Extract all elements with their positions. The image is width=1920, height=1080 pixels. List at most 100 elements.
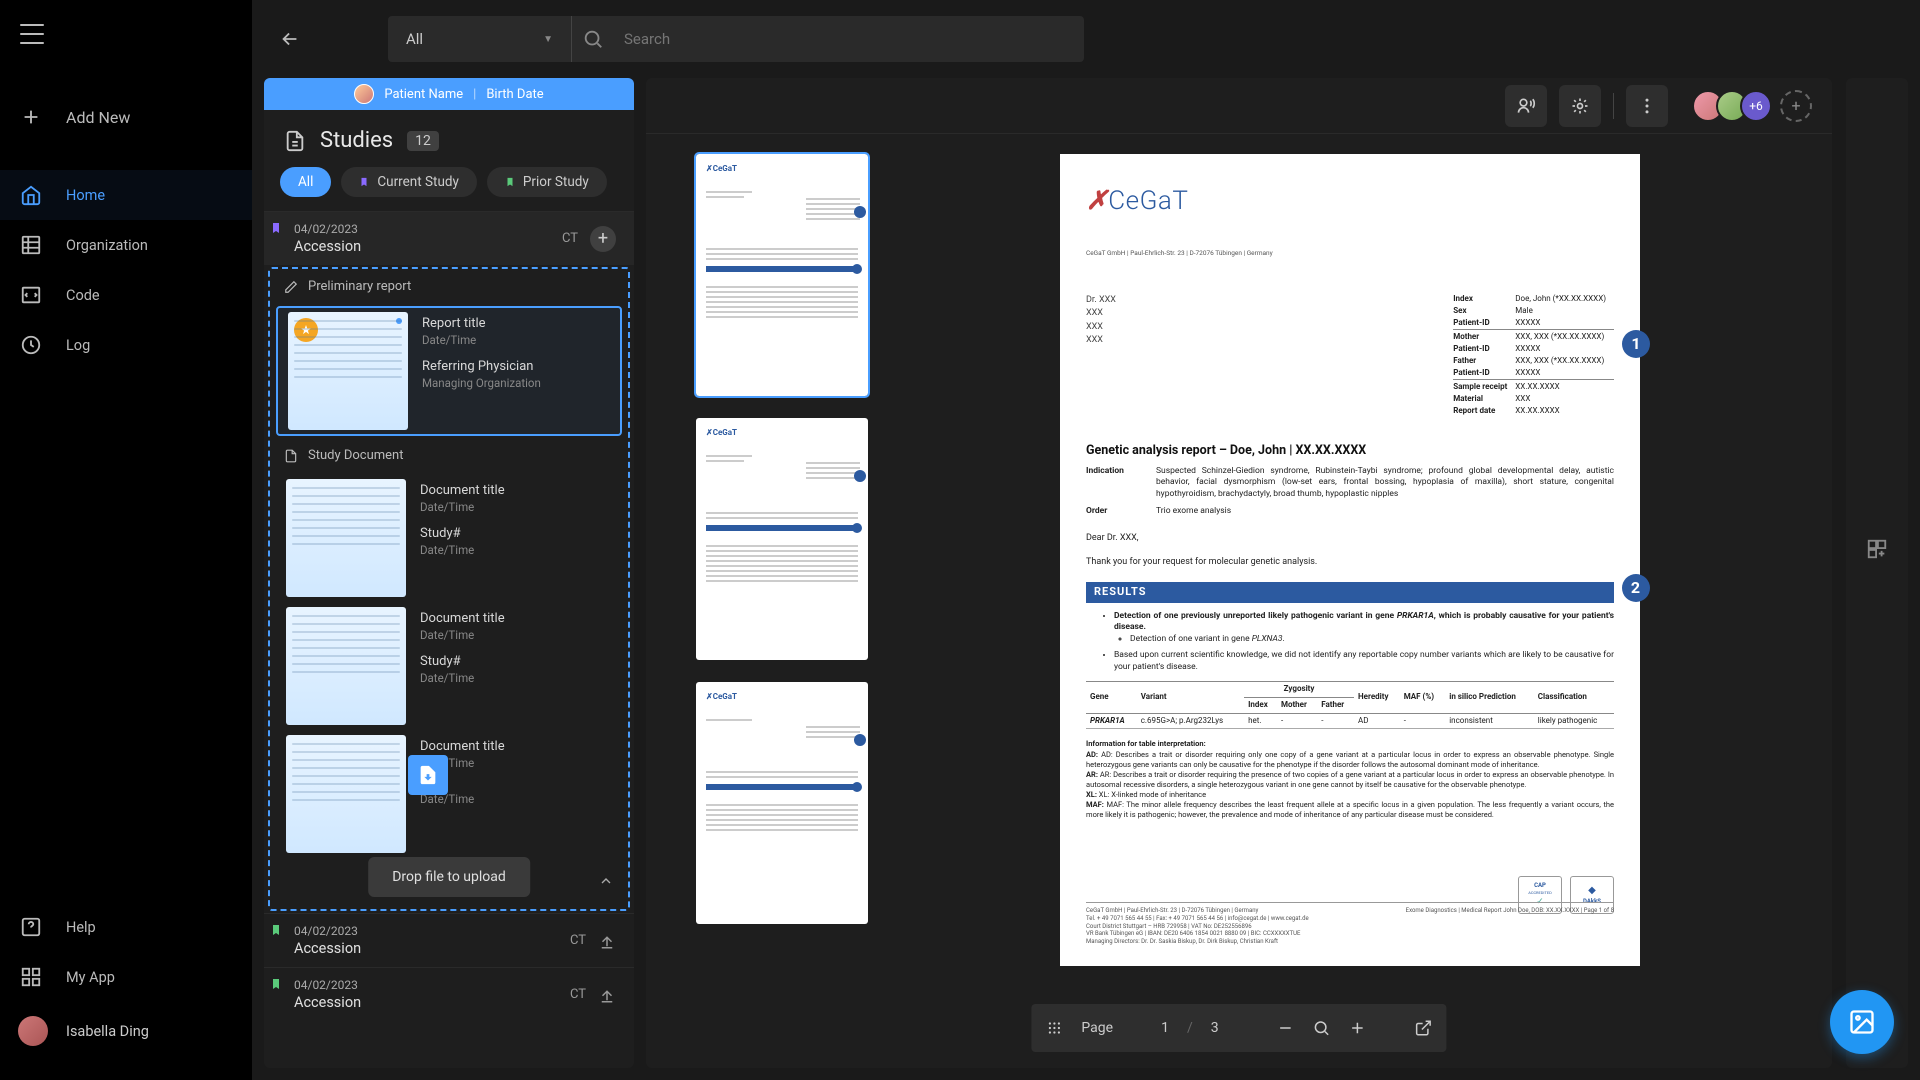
study-date: 04/02/2023: [294, 222, 361, 236]
gene-table: GeneVariantZygosityHeredityMAF (%)in sil…: [1086, 681, 1614, 729]
referring-physician: Referring Physician: [422, 359, 541, 374]
code-icon: [20, 284, 42, 306]
widget-add-button[interactable]: [1866, 538, 1888, 564]
info-block: Information for table interpretation: AD…: [1086, 739, 1614, 820]
user-profile[interactable]: Isabella Ding: [0, 1002, 252, 1060]
drop-target[interactable]: Drop file to upload: [368, 857, 530, 897]
menu-icon[interactable]: [20, 24, 44, 44]
upload-icon[interactable]: [598, 986, 616, 1004]
patient-meta-table: IndexDoe, John (*XX.XX.XXXX) SexMale Pat…: [1453, 294, 1614, 417]
avatar: [18, 1016, 48, 1046]
voice-button[interactable]: [1505, 85, 1547, 127]
zoom-in-button[interactable]: [1349, 1019, 1367, 1037]
doc-thumbnail: [286, 607, 406, 725]
document-viewer: +6 + ✗CeGaT ✗CeGaT: [646, 78, 1832, 1068]
patient-avatar: [354, 84, 374, 104]
bookmark-icon: [270, 220, 282, 236]
add-study-button[interactable]: +: [590, 226, 616, 252]
main: All ▼ Patient Name | Birth Date Studies …: [252, 0, 1920, 1080]
chevron-down-icon: ▼: [543, 34, 553, 45]
plus-icon: [20, 106, 42, 128]
nav-item-code[interactable]: Code: [0, 270, 252, 320]
log-icon: [20, 334, 42, 356]
callout-1: 1: [1622, 330, 1650, 358]
studies-count: 12: [407, 131, 439, 151]
study-row[interactable]: 04/02/2023Accession CT: [264, 967, 634, 1021]
bookmark-icon: [505, 175, 515, 189]
org-icon: [20, 234, 42, 256]
page-thumb-2[interactable]: ✗CeGaT: [696, 418, 868, 660]
more-button[interactable]: [1626, 85, 1668, 127]
patient-header: Patient Name | Birth Date: [264, 78, 634, 110]
nav-label: Log: [66, 337, 90, 354]
study-modality: CT: [562, 231, 578, 246]
nav-item-organization[interactable]: Organization: [0, 220, 252, 270]
nav-item-myapp[interactable]: My App: [0, 952, 252, 1002]
nav-list: Home Organization Code Log: [0, 170, 252, 370]
chip-prior[interactable]: Prior Study: [487, 167, 607, 197]
ai-button[interactable]: [1559, 85, 1601, 127]
nav-item-home[interactable]: Home: [0, 170, 252, 220]
nav-label: My App: [66, 969, 115, 986]
zoom-out-button[interactable]: [1277, 1019, 1295, 1037]
sidebar: Add New Home Organization Code Log Help …: [0, 0, 252, 1080]
open-external-button[interactable]: [1415, 1019, 1433, 1037]
page-current: 1: [1161, 1020, 1169, 1036]
nav-label: Organization: [66, 237, 148, 254]
upload-icon[interactable]: [598, 932, 616, 950]
chip-current[interactable]: Current Study: [341, 167, 477, 197]
studies-panel: Patient Name | Birth Date Studies 12 All…: [264, 78, 634, 1068]
search-icon: [582, 28, 604, 50]
arrow-left-icon: [279, 28, 301, 50]
add-new-button[interactable]: Add New: [0, 92, 252, 142]
brand-logo: ✗CeGaT: [1086, 184, 1614, 219]
chip-all[interactable]: All: [280, 167, 331, 197]
collapse-button[interactable]: [598, 873, 614, 893]
search-input[interactable]: [610, 30, 1084, 48]
section-study-doc: Study Document: [270, 438, 628, 473]
section-preliminary: Preliminary report: [270, 269, 628, 304]
document-card[interactable]: Document titleDate/Time Study#Date/Time: [276, 603, 622, 729]
edit-icon: [284, 280, 298, 294]
add-collaborator-button[interactable]: +: [1780, 90, 1812, 122]
fab-button[interactable]: [1830, 990, 1894, 1054]
apps-icon: [20, 966, 42, 988]
study-row[interactable]: 04/02/2023 Accession CT +: [264, 211, 634, 265]
add-new-label: Add New: [66, 108, 130, 127]
nav-item-log[interactable]: Log: [0, 320, 252, 370]
viewer-toolbar: +6 +: [646, 78, 1832, 134]
nav-label: Help: [66, 919, 96, 936]
page-controls: Page 1 / 3: [1031, 1004, 1446, 1052]
study-accession: Accession: [294, 238, 361, 255]
studies-title: Studies: [320, 128, 393, 153]
bookmark-icon: [270, 922, 282, 938]
avatar-more[interactable]: +6: [1740, 90, 1772, 122]
recipient-block: Dr. XXXXXXXXXXXX: [1086, 294, 1116, 417]
back-button[interactable]: [272, 21, 308, 57]
chip-row: All Current Study Prior Study: [264, 167, 634, 211]
upload-icon: [408, 755, 448, 795]
image-icon: [1848, 1008, 1876, 1036]
callout-2: 2: [1622, 574, 1650, 602]
doc-footer: CeGaT GmbH | Paul-Ehrlich-Str. 23 | D-72…: [1086, 902, 1614, 946]
topbar: All ▼: [252, 0, 1920, 78]
document-page-view: ✗CeGaT CeGaT GmbH | Paul-Ehrlich-Str. 23…: [898, 154, 1802, 1008]
study-row[interactable]: 04/02/2023Accession CT: [264, 913, 634, 967]
doc-thumbnail: [286, 735, 406, 853]
document-card[interactable]: Document titleDate/Time Study#Date/Time: [276, 475, 622, 601]
page-thumb-3[interactable]: ✗CeGaT: [696, 682, 868, 924]
nav-item-help[interactable]: Help: [0, 902, 252, 952]
document-card[interactable]: Document titleDate/Time Date/Time: [276, 731, 622, 857]
filter-value: All: [406, 30, 423, 48]
grid-view-button[interactable]: [1045, 1019, 1063, 1037]
doc-title: Genetic analysis report – Doe, John | XX…: [1086, 443, 1614, 460]
document-page: ✗CeGaT CeGaT GmbH | Paul-Ehrlich-Str. 23…: [1060, 154, 1640, 966]
home-icon: [20, 184, 42, 206]
report-card[interactable]: Report title Date/Time Referring Physici…: [276, 306, 622, 436]
page-thumb-1[interactable]: ✗CeGaT: [696, 154, 868, 396]
search-bar: All ▼: [388, 16, 1084, 62]
zoom-button[interactable]: [1313, 1019, 1331, 1037]
nav-label: Home: [66, 187, 105, 204]
user-name: Isabella Ding: [66, 1023, 149, 1040]
filter-select[interactable]: All ▼: [388, 16, 572, 62]
